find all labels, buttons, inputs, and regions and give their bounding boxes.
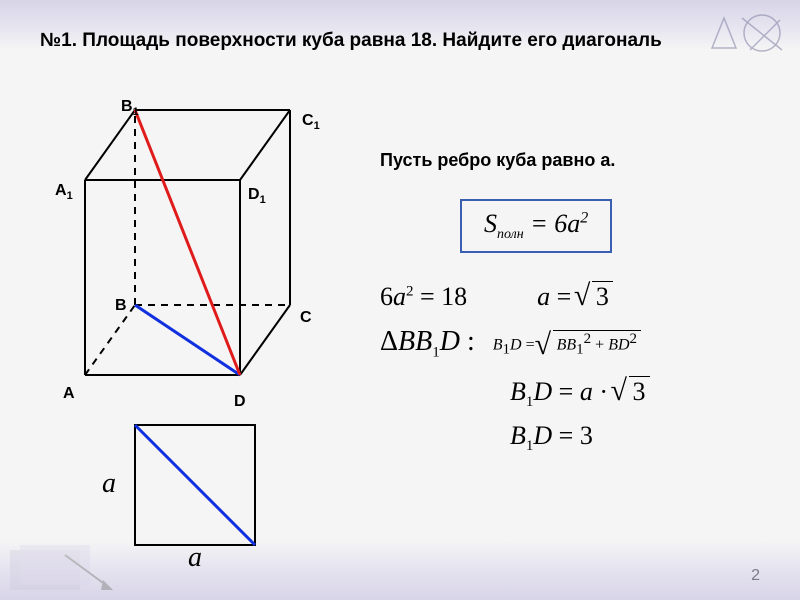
side-label-left: a	[102, 468, 116, 500]
problem-title: №1. Площадь поверхности куба равна 18. Н…	[40, 30, 760, 52]
vertex-label-D1: D1	[248, 186, 266, 206]
triangle-row: ΔBB1D : B1D = BB12 + BD2	[380, 326, 780, 362]
side-label-bottom: a	[188, 542, 202, 574]
eq-a-sqrt3: a = 3	[537, 281, 613, 312]
eq-b1d-3: B1D = 3	[510, 421, 780, 455]
vertex-label-A: A	[63, 385, 75, 403]
equation-row-1: 6a2 = 18 a = 3	[380, 281, 780, 312]
vertex-label-B: B	[115, 297, 127, 315]
vertex-label-C1: C1	[302, 112, 320, 132]
lead-text: Пусть ребро куба равно а.	[380, 150, 780, 171]
math-area: Пусть ребро куба равно а. Sполн = 6a2 6a…	[380, 150, 780, 465]
small-square-diagram: a a	[130, 420, 280, 570]
triangle-label: ΔBB1D :	[380, 326, 475, 362]
eq-6a2-18: 6a2 = 18	[380, 282, 467, 312]
vertex-label-D: D	[234, 393, 246, 411]
eq-b1d-a-sqrt3: B1D = a · 3	[510, 376, 780, 411]
page-number: 2	[751, 567, 760, 585]
vertex-label-B1: B1	[121, 98, 139, 118]
vertex-label-A1: A1	[55, 182, 73, 202]
cube-diagram	[50, 80, 330, 440]
surface-area-formula: Sполн = 6a2	[460, 199, 612, 253]
eq-pythagoras: B1D = BB12 + BD2	[493, 330, 641, 359]
vertex-label-C: C	[300, 309, 312, 327]
